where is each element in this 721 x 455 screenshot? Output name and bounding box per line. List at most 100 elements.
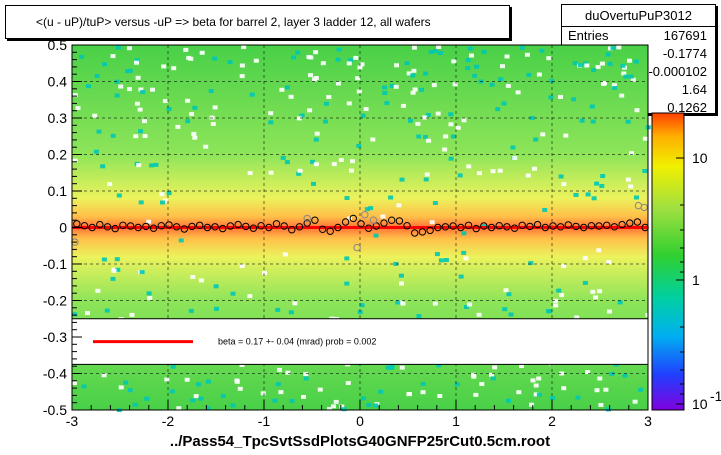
heatmap-cell: [467, 302, 473, 307]
y-tick-label: 0.1: [48, 183, 68, 199]
heatmap-cell: [432, 49, 438, 54]
profile-point: [618, 220, 626, 229]
heatmap-cell: [461, 118, 467, 123]
heatmap-cell: [184, 377, 190, 382]
heatmap-cell: [448, 112, 454, 117]
heatmap-cell: [133, 134, 139, 139]
heatmap-cell: [642, 169, 648, 173]
heatmap-cell: [432, 301, 438, 306]
heatmap-cell: [183, 47, 189, 52]
heatmap-cell: [605, 52, 611, 57]
heatmap-cell: [366, 403, 372, 407]
heatmap-cell: [633, 59, 639, 64]
heatmap-cell: [363, 107, 369, 111]
profile-point: [349, 214, 357, 223]
heatmap-cell: [308, 73, 314, 78]
heatmap-cell: [416, 134, 422, 139]
heatmap-cell: [577, 63, 583, 68]
heatmap-cell: [135, 75, 141, 80]
heatmap-cell: [443, 258, 449, 262]
profile-point: [380, 219, 388, 227]
heatmap-cell: [134, 101, 140, 106]
heatmap-cell: [628, 184, 634, 189]
heatmap-cell: [188, 308, 194, 313]
heatmap-cell: [331, 404, 336, 409]
profile-point: [318, 225, 327, 234]
profile-point: [272, 220, 281, 228]
heatmap-cell: [398, 273, 404, 278]
heatmap-cell: [234, 378, 240, 383]
heatmap-cell: [625, 119, 631, 124]
heatmap-cell: [420, 390, 426, 395]
heatmap-cell: [596, 248, 602, 253]
heatmap-cell: [208, 89, 214, 93]
heatmap-cell: [192, 105, 198, 110]
heatmap-cell: [93, 149, 99, 154]
heatmap-cell: [278, 390, 284, 395]
heatmap-cell: [102, 62, 107, 67]
heatmap-cell: [438, 51, 444, 55]
heatmap-cell: [389, 364, 395, 369]
heatmap-cell: [378, 389, 384, 394]
heatmap-cell: [533, 137, 539, 142]
heatmap-cell: [572, 61, 578, 66]
profile-point: [196, 221, 204, 230]
profile-point: [449, 222, 457, 230]
heatmap-cell: [118, 385, 124, 390]
heatmap-cell: [110, 276, 116, 281]
heatmap-cell: [111, 268, 117, 273]
heatmap-cell: [279, 87, 285, 92]
heatmap-cell: [411, 68, 417, 73]
x-tick-label: 2: [548, 413, 556, 429]
profile-point: [364, 224, 373, 232]
heatmap-cell: [339, 404, 345, 409]
heatmap-cell: [530, 378, 536, 383]
heatmap-cell: [326, 95, 332, 99]
heatmap-cell: [556, 288, 562, 293]
profile-point: [226, 222, 235, 230]
profile-point: [395, 217, 404, 225]
profile-point: [411, 229, 419, 237]
heatmap-cell: [504, 54, 510, 59]
heatmap-cell: [492, 365, 498, 370]
heatmap-cell: [397, 300, 403, 305]
heatmap-cell: [341, 407, 347, 412]
heatmap-cell: [288, 94, 294, 99]
heatmap-cell: [92, 113, 98, 118]
heatmap-cell: [399, 177, 405, 182]
heatmap-cell: [333, 399, 339, 404]
heatmap-cell: [490, 169, 496, 174]
heatmap-cell: [536, 392, 542, 397]
profile-point: [572, 222, 580, 231]
heatmap-cell: [142, 134, 148, 138]
heatmap-cell: [393, 261, 399, 266]
profile-point: [388, 216, 396, 224]
profile-point: [372, 222, 380, 230]
heatmap-cell: [159, 192, 165, 197]
heatmap-cell: [170, 364, 176, 369]
heatmap-cell: [442, 147, 448, 152]
profile-point: [303, 219, 311, 227]
profile-point: [103, 223, 112, 231]
profile-point: [595, 222, 603, 230]
profile-point: [564, 221, 572, 229]
heatmap-cell: [399, 281, 404, 286]
heatmap-cell: [268, 170, 274, 175]
heatmap-cell: [599, 184, 605, 188]
heatmap-cell: [288, 310, 294, 315]
heatmap-cell: [451, 59, 457, 64]
heatmap-cell: [115, 267, 121, 272]
heatmap-cell: [370, 137, 376, 142]
heatmap-cell: [101, 257, 107, 262]
heatmap-cell: [118, 84, 124, 89]
heatmap-cell: [465, 58, 471, 63]
profile-point: [242, 222, 250, 231]
heatmap-cell: [344, 281, 350, 286]
heatmap-cell: [500, 64, 505, 69]
heatmap-cell: [284, 85, 290, 90]
palette-tick-exponent: -1: [710, 388, 721, 404]
heatmap-cell: [561, 182, 567, 187]
heatmap-cell: [115, 45, 121, 50]
heatmap-cell: [253, 58, 259, 63]
heatmap-cell: [149, 163, 155, 168]
